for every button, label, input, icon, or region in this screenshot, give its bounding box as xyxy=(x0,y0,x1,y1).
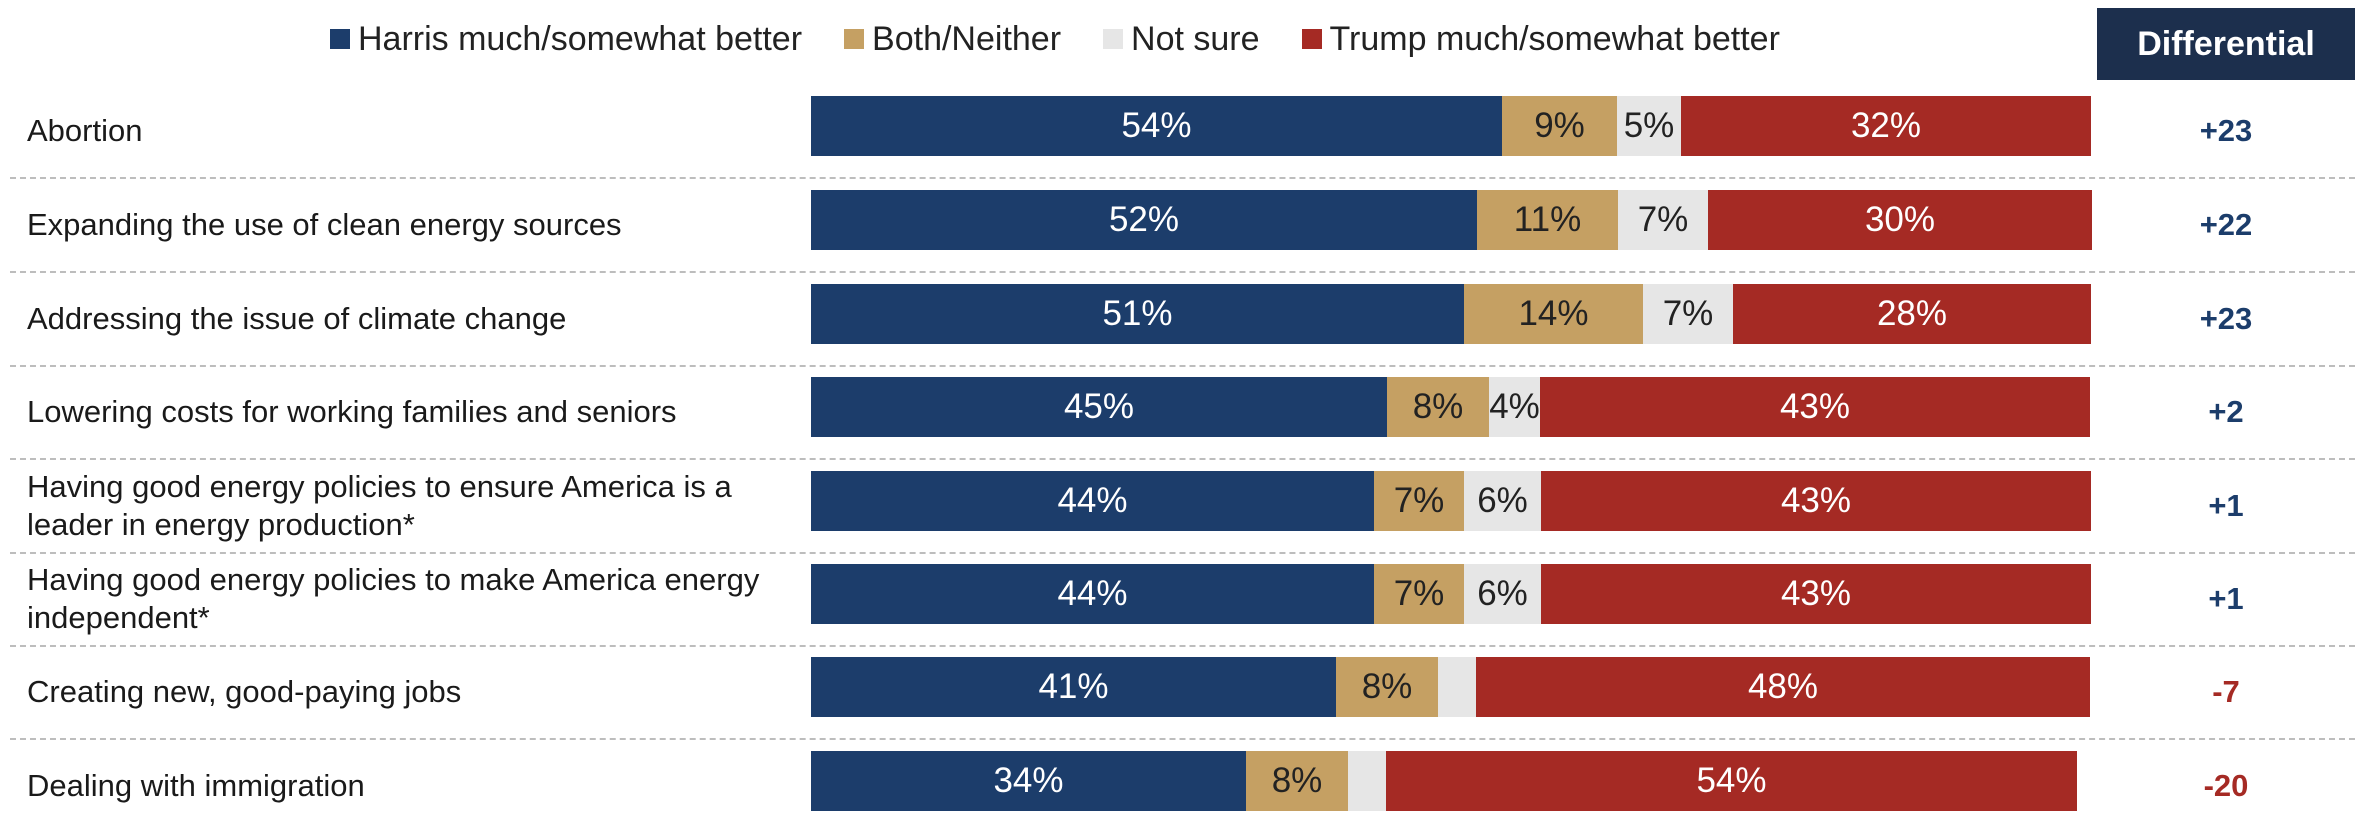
chart-row: Expanding the use of clean energy source… xyxy=(0,178,2358,272)
chart-row: Having good energy policies to ensure Am… xyxy=(0,459,2358,553)
legend-item-harris: Harris much/somewhat better xyxy=(330,20,802,59)
bar-segment-trump: 28% xyxy=(1733,284,2091,344)
bar-segment-both: 8% xyxy=(1387,377,1489,437)
bar-segment-harris: 54% xyxy=(811,96,1502,156)
bar-segment-trump: 32% xyxy=(1681,96,2091,156)
chart-row: Abortion 54% 9% 5% 32% +23 xyxy=(0,84,2358,178)
bar-segment-not-sure: 4% xyxy=(1489,377,1540,437)
chart-row: Creating new, good-paying jobs 41% 8% 48% -7 xyxy=(0,645,2358,739)
legend-item-trump: Trump much/somewhat better xyxy=(1301,19,1780,59)
bar-segment-not-sure: 7% xyxy=(1643,284,1733,344)
bar-segment-both: 14% xyxy=(1464,284,1643,344)
bar-segment-not-sure xyxy=(1438,657,1476,717)
differential-value: +23 xyxy=(2199,301,2253,336)
category-label: Having good energy policies to make Amer… xyxy=(27,562,760,635)
legend-label-trump: Trump much/somewhat better xyxy=(1329,19,1780,58)
category-label: Having good energy policies to ensure Am… xyxy=(27,469,732,542)
row-divider xyxy=(10,552,2355,554)
bar-segment-not-sure xyxy=(1348,751,1386,811)
differential-value: +1 xyxy=(2208,488,2244,523)
bar-segment-harris: 44% xyxy=(811,471,1374,531)
bar-segment-not-sure: 6% xyxy=(1464,471,1541,531)
bar-segment-both: 11% xyxy=(1477,190,1618,250)
differential-header: Differential xyxy=(2097,8,2355,80)
legend-swatch-both xyxy=(844,29,865,49)
differential-value: +22 xyxy=(2199,207,2253,242)
bar-segment-harris: 52% xyxy=(811,190,1477,250)
row-divider xyxy=(10,177,2355,179)
differential-value: -7 xyxy=(2212,674,2240,709)
chart-row: Having good energy policies to make Amer… xyxy=(0,552,2358,646)
bar-segment-not-sure: 5% xyxy=(1617,96,1681,156)
bar-segment-trump: 54% xyxy=(1386,751,2077,811)
bar-segment-harris: 45% xyxy=(811,377,1387,437)
legend-item-both: Both/Neither xyxy=(844,20,1061,59)
bar-segment-trump: 48% xyxy=(1476,657,2090,717)
category-label: Dealing with immigration xyxy=(27,768,365,803)
row-divider xyxy=(10,271,2355,273)
differential-value: +2 xyxy=(2208,394,2244,429)
bar-segment-harris: 44% xyxy=(811,564,1374,624)
bar-segment-harris: 34% xyxy=(811,751,1246,811)
legend: Harris much/somewhat better Both/Neither… xyxy=(330,14,1822,64)
chart-row: Dealing with immigration 34% 8% 54% -20 xyxy=(0,739,2358,833)
chart-row: Lowering costs for working families and … xyxy=(0,365,2358,459)
differential-value: +23 xyxy=(2199,113,2253,148)
bar-segment-both: 7% xyxy=(1374,564,1464,624)
legend-label-both: Both/Neither xyxy=(872,19,1062,58)
row-divider xyxy=(10,365,2355,367)
row-divider xyxy=(10,645,2355,647)
bar-segment-trump: 43% xyxy=(1540,377,2090,437)
legend-swatch-trump xyxy=(1301,29,1322,49)
category-label: Abortion xyxy=(27,113,143,148)
legend-swatch-not-sure xyxy=(1103,29,1124,49)
bar-segment-both: 7% xyxy=(1374,471,1464,531)
bar-segment-both: 8% xyxy=(1336,657,1438,717)
chart-row: Addressing the issue of climate change 51… xyxy=(0,272,2358,366)
category-label: Expanding the use of clean energy source… xyxy=(27,207,622,242)
row-divider xyxy=(10,458,2355,460)
bar-segment-trump: 43% xyxy=(1541,471,2091,531)
differential-value: +1 xyxy=(2208,581,2244,616)
category-label: Creating new, good-paying jobs xyxy=(27,674,462,709)
bar-segment-not-sure: 7% xyxy=(1618,190,1708,250)
legend-label-not-sure: Not sure xyxy=(1131,19,1260,58)
bar-segment-trump: 43% xyxy=(1541,564,2091,624)
legend-item-not-sure: Not sure xyxy=(1103,20,1260,59)
bar-segment-harris: 51% xyxy=(811,284,1464,344)
bar-segment-both: 9% xyxy=(1502,96,1617,156)
differential-value: -20 xyxy=(2203,768,2249,803)
legend-label-harris: Harris much/somewhat better xyxy=(358,19,803,58)
bar-segment-trump: 30% xyxy=(1708,190,2092,250)
row-divider xyxy=(10,738,2355,740)
category-label: Lowering costs for working families and … xyxy=(27,394,677,429)
bar-segment-both: 8% xyxy=(1246,751,1348,811)
bar-segment-not-sure: 6% xyxy=(1464,564,1541,624)
legend-swatch-harris xyxy=(330,29,350,49)
bar-segment-harris: 41% xyxy=(811,657,1336,717)
category-label: Addressing the issue of climate change xyxy=(27,301,567,336)
